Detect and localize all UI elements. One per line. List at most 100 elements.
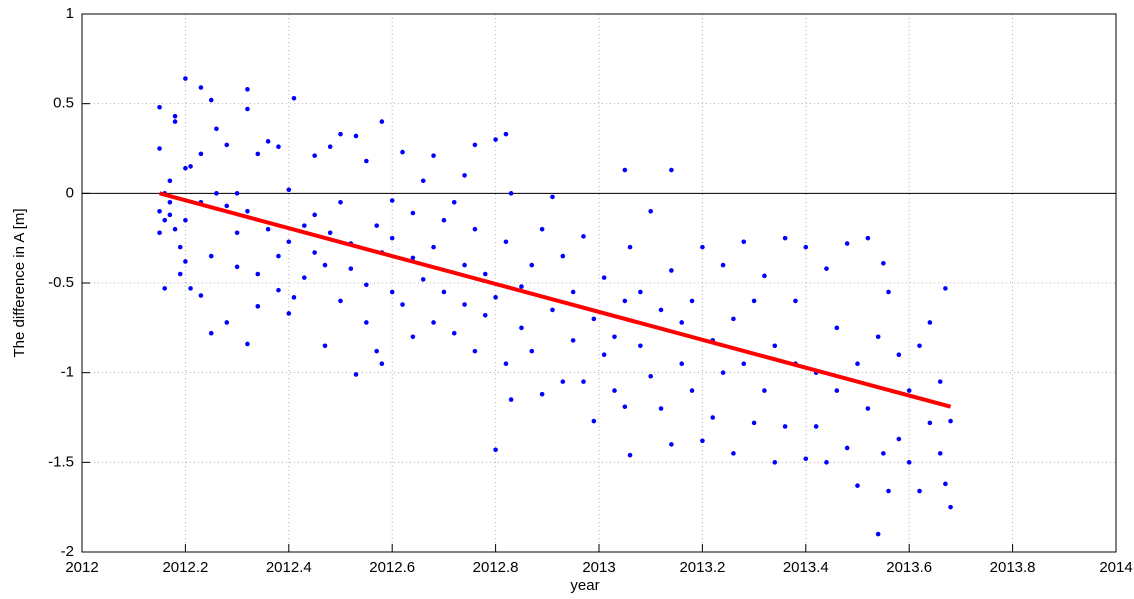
point	[803, 244, 809, 250]
point	[948, 418, 953, 424]
point	[353, 372, 359, 377]
point	[503, 131, 509, 137]
point	[943, 481, 948, 487]
point	[183, 217, 188, 223]
point	[896, 352, 902, 358]
point	[302, 275, 307, 280]
point	[451, 330, 457, 336]
x-tick-label: 2013.4	[783, 559, 829, 576]
point	[648, 208, 653, 214]
point	[472, 348, 478, 354]
point	[881, 260, 886, 266]
point	[462, 262, 467, 268]
point	[374, 348, 379, 354]
point	[276, 144, 281, 150]
point	[214, 126, 219, 132]
point	[648, 373, 653, 379]
point	[906, 460, 912, 465]
y-tick-label: -0.5	[48, 274, 74, 291]
point	[508, 191, 514, 196]
point	[803, 456, 809, 462]
point	[669, 167, 674, 173]
point	[255, 304, 261, 309]
point	[208, 97, 214, 103]
point	[400, 302, 405, 307]
point	[322, 343, 328, 349]
y-tick-label: -2	[61, 543, 74, 560]
point	[157, 230, 162, 236]
point	[824, 460, 829, 465]
y-tick-label: 1	[66, 5, 74, 22]
point	[875, 334, 881, 340]
point	[700, 438, 705, 444]
point	[312, 153, 317, 158]
x-tick-label: 2013.8	[990, 559, 1036, 576]
x-tick-label: 2013	[582, 559, 615, 576]
point	[234, 230, 240, 236]
point	[482, 312, 488, 318]
point	[519, 284, 524, 289]
point	[550, 307, 555, 313]
point	[751, 420, 757, 426]
x-tick-label: 2012	[65, 559, 98, 576]
point	[245, 87, 250, 92]
point	[451, 200, 457, 205]
plot-frame	[81, 13, 1117, 553]
point	[720, 262, 726, 268]
point	[550, 194, 555, 200]
point	[622, 167, 628, 173]
point	[638, 289, 643, 295]
point	[601, 352, 607, 358]
point	[627, 244, 633, 250]
point	[389, 198, 395, 203]
point	[291, 295, 297, 300]
point	[937, 451, 943, 456]
point	[291, 95, 297, 101]
point	[917, 488, 922, 494]
point	[157, 104, 162, 110]
x-tick-label: 2012.8	[473, 559, 519, 576]
x-tick-label: 2012.6	[369, 559, 415, 576]
point	[710, 415, 716, 420]
point	[177, 271, 183, 277]
point	[327, 144, 333, 150]
point	[482, 271, 488, 277]
point	[410, 334, 416, 340]
point	[177, 244, 183, 250]
point	[855, 483, 860, 488]
point	[782, 235, 788, 241]
point	[276, 253, 281, 259]
point	[539, 226, 545, 232]
point	[658, 307, 664, 313]
point	[627, 452, 633, 458]
point	[364, 158, 369, 164]
point	[234, 264, 240, 270]
point	[224, 142, 230, 148]
x-axis-label: year	[570, 577, 599, 594]
point	[741, 361, 747, 367]
point	[529, 348, 535, 354]
point	[927, 420, 933, 426]
point	[379, 119, 385, 124]
point	[364, 320, 369, 325]
x-tick-label: 2013.6	[886, 559, 932, 576]
point	[286, 311, 292, 316]
point	[167, 200, 173, 205]
point	[772, 343, 778, 349]
x-tick-label: 2014	[1099, 559, 1132, 576]
point	[658, 406, 664, 411]
point	[188, 164, 193, 169]
x-tick-label: 2012.2	[162, 559, 208, 576]
point	[508, 397, 514, 402]
point	[731, 451, 736, 456]
point	[793, 298, 798, 304]
point	[731, 316, 736, 322]
point	[183, 259, 188, 264]
point	[172, 226, 178, 232]
point	[255, 151, 261, 157]
point	[410, 255, 416, 261]
point	[441, 217, 447, 223]
point	[906, 388, 912, 393]
point	[420, 277, 426, 282]
point	[348, 266, 354, 271]
